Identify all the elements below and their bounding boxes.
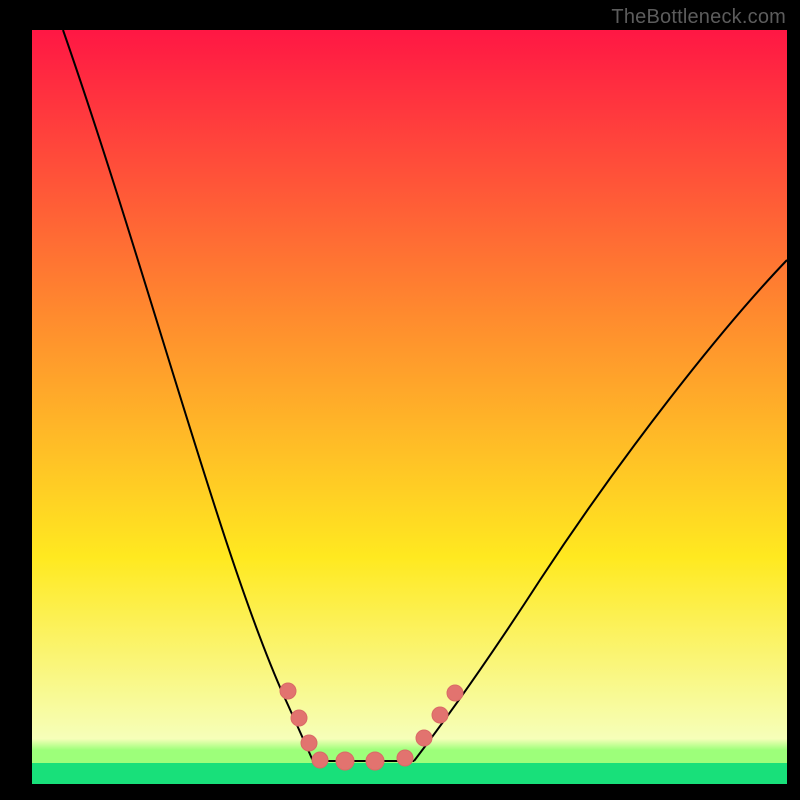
- plot-gradient-background: [32, 30, 787, 784]
- watermark-text: TheBottleneck.com: [611, 6, 786, 29]
- chart-container: TheBottleneck.com: [0, 0, 800, 800]
- bottom-green-strip: [32, 763, 787, 784]
